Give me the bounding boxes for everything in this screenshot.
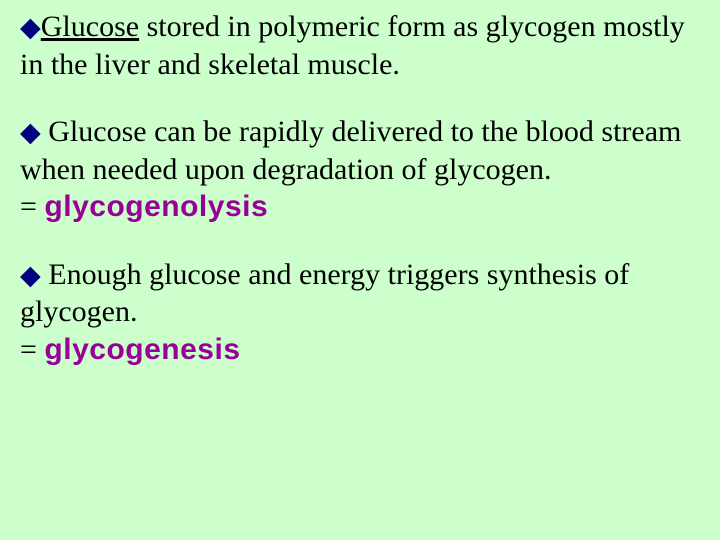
equals-sign: = — [20, 333, 44, 366]
highlight-term-glycogenesis: glycogenesis — [44, 333, 240, 366]
body-text: Glucose can be rapidly delivered to the … — [20, 115, 681, 186]
bullet-block-2: ◆ Glucose can be rapidly delivered to th… — [20, 113, 700, 226]
underlined-term: Glucose — [41, 10, 139, 43]
diamond-icon: ◆ — [20, 12, 41, 42]
diamond-icon: ◆ — [20, 260, 41, 290]
body-text: Enough glucose and energy triggers synth… — [20, 258, 629, 329]
bullet-block-1: ◆Glucose stored in polymeric form as gly… — [20, 8, 700, 83]
equals-sign: = — [20, 190, 44, 223]
highlight-term-glycogenolysis: glycogenolysis — [44, 190, 268, 223]
diamond-icon: ◆ — [20, 117, 41, 147]
bullet-block-3: ◆ Enough glucose and energy triggers syn… — [20, 256, 700, 369]
